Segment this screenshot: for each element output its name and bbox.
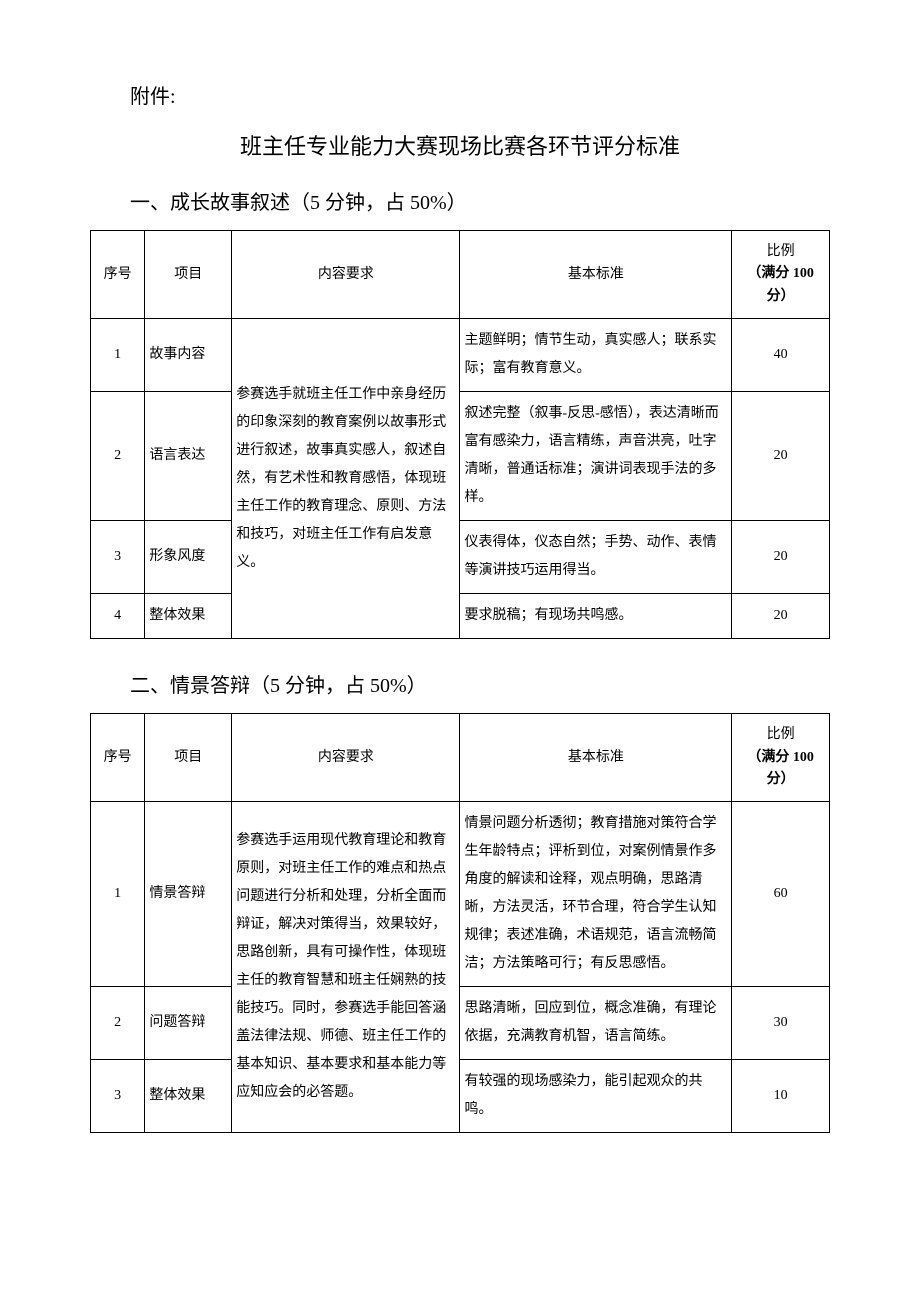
table-header-row: 序号 项目 内容要求 基本标准 比例 （满分 100 分） xyxy=(91,231,830,319)
cell-item: 整体效果 xyxy=(145,594,232,639)
section2-title: 二、情景答辩（5 分钟，占 50%） xyxy=(130,669,830,698)
header-standard: 基本标准 xyxy=(460,714,732,802)
table-section1: 序号 项目 内容要求 基本标准 比例 （满分 100 分） 1 故事内容 参赛选… xyxy=(90,230,830,639)
cell-standard: 叙述完整（叙事-反思-感悟），表达清晰而富有感染力，语言精练，声音洪亮，吐字清晰… xyxy=(460,392,732,521)
table-row: 4 整体效果 要求脱稿；有现场共鸣感。 20 xyxy=(91,594,830,639)
cell-req-shared: 参赛选手运用现代教育理论和教育原则，对班主任工作的难点和热点问题进行分析和处理，… xyxy=(232,802,460,1133)
header-item: 项目 xyxy=(145,714,232,802)
header-item: 项目 xyxy=(145,231,232,319)
cell-standard: 仪表得体，仪态自然；手势、动作、表情等演讲技巧运用得当。 xyxy=(460,521,732,594)
table-row: 3 形象风度 仪表得体，仪态自然；手势、动作、表情等演讲技巧运用得当。 20 xyxy=(91,521,830,594)
table-row: 3 整体效果 有较强的现场感染力，能引起观众的共鸣。 10 xyxy=(91,1060,830,1133)
header-req: 内容要求 xyxy=(232,231,460,319)
cell-num: 3 xyxy=(91,521,145,594)
header-standard: 基本标准 xyxy=(460,231,732,319)
table-row: 2 问题答辩 思路清晰，回应到位，概念准确，有理论依据，充满教育机智，语言简练。… xyxy=(91,987,830,1060)
section1-title: 一、成长故事叙述（5 分钟，占 50%） xyxy=(130,186,830,215)
cell-item: 整体效果 xyxy=(145,1060,232,1133)
cell-standard: 主题鲜明；情节生动，真实感人；联系实际；富有教育意义。 xyxy=(460,319,732,392)
header-score: 比例 （满分 100 分） xyxy=(732,231,830,319)
header-score: 比例 （满分 100 分） xyxy=(732,714,830,802)
score-sub: （满分 100 分） xyxy=(747,750,814,787)
cell-num: 1 xyxy=(91,319,145,392)
score-label: 比例 xyxy=(767,727,795,742)
cell-num: 1 xyxy=(91,802,145,987)
cell-item: 语言表达 xyxy=(145,392,232,521)
cell-item: 问题答辩 xyxy=(145,987,232,1060)
cell-item: 形象风度 xyxy=(145,521,232,594)
cell-num: 2 xyxy=(91,987,145,1060)
cell-num: 2 xyxy=(91,392,145,521)
main-title: 班主任专业能力大赛现场比赛各环节评分标准 xyxy=(90,129,830,161)
table-row: 1 情景答辩 参赛选手运用现代教育理论和教育原则，对班主任工作的难点和热点问题进… xyxy=(91,802,830,987)
cell-score: 40 xyxy=(732,319,830,392)
cell-score: 60 xyxy=(732,802,830,987)
cell-score: 20 xyxy=(732,521,830,594)
header-num: 序号 xyxy=(91,231,145,319)
header-num: 序号 xyxy=(91,714,145,802)
cell-standard: 思路清晰，回应到位，概念准确，有理论依据，充满教育机智，语言简练。 xyxy=(460,987,732,1060)
table-header-row: 序号 项目 内容要求 基本标准 比例 （满分 100 分） xyxy=(91,714,830,802)
table-section2: 序号 项目 内容要求 基本标准 比例 （满分 100 分） 1 情景答辩 参赛选… xyxy=(90,713,830,1133)
cell-score: 20 xyxy=(732,392,830,521)
cell-score: 30 xyxy=(732,987,830,1060)
attachment-label: 附件: xyxy=(130,80,830,109)
table-row: 2 语言表达 叙述完整（叙事-反思-感悟），表达清晰而富有感染力，语言精练，声音… xyxy=(91,392,830,521)
cell-standard: 有较强的现场感染力，能引起观众的共鸣。 xyxy=(460,1060,732,1133)
cell-standard: 要求脱稿；有现场共鸣感。 xyxy=(460,594,732,639)
cell-item: 故事内容 xyxy=(145,319,232,392)
cell-standard: 情景问题分析透彻；教育措施对策符合学生年龄特点；评析到位，对案例情景作多角度的解… xyxy=(460,802,732,987)
cell-req-shared: 参赛选手就班主任工作中亲身经历的印象深刻的教育案例以故事形式进行叙述，故事真实感… xyxy=(232,319,460,639)
cell-item: 情景答辩 xyxy=(145,802,232,987)
cell-num: 4 xyxy=(91,594,145,639)
cell-score: 10 xyxy=(732,1060,830,1133)
cell-score: 20 xyxy=(732,594,830,639)
score-label: 比例 xyxy=(767,244,795,259)
table-row: 1 故事内容 参赛选手就班主任工作中亲身经历的印象深刻的教育案例以故事形式进行叙… xyxy=(91,319,830,392)
score-sub: （满分 100 分） xyxy=(747,266,814,303)
cell-num: 3 xyxy=(91,1060,145,1133)
header-req: 内容要求 xyxy=(232,714,460,802)
